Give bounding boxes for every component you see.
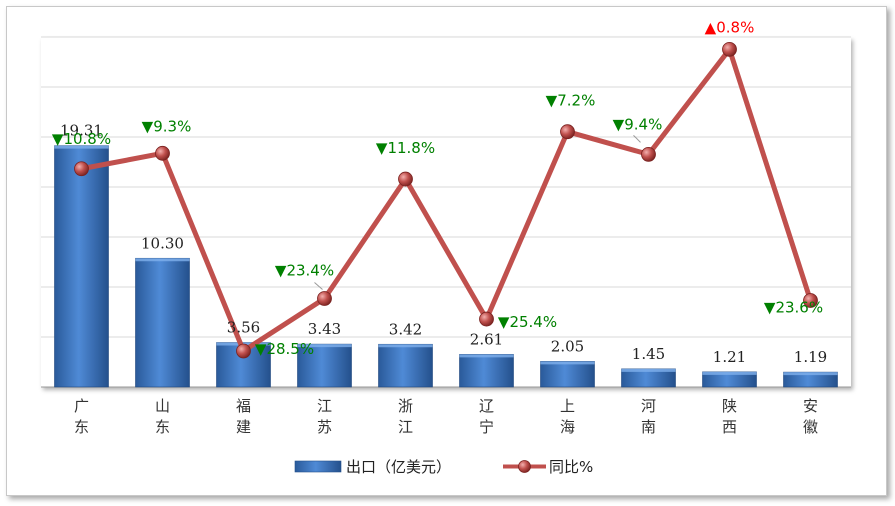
bar-highlight: [135, 258, 190, 262]
line-marker: [641, 146, 656, 162]
category-axis: 广东 山东 福建 江苏 浙江 辽宁 上海 河南 陕西 安徽: [74, 397, 818, 436]
bar-value-label: 1.21: [713, 348, 746, 366]
category-label: 江苏: [317, 397, 332, 436]
bar-value-label: 1.19: [794, 348, 827, 366]
line-marker: [155, 145, 170, 161]
bar: [459, 354, 514, 388]
category-label: 山东: [155, 397, 170, 436]
line-marker: [479, 311, 494, 327]
bar-value-label: 3.56: [227, 319, 260, 337]
legend-bar-swatch: [294, 460, 342, 473]
bar-value-label: 19.31: [60, 122, 103, 140]
yoy-label: ▼28.5%: [255, 340, 314, 358]
line-path: [81, 46, 813, 354]
category-label: 上海: [560, 397, 575, 436]
category-label: 河南: [641, 397, 656, 436]
category-label: 广东: [74, 397, 89, 436]
bar: [54, 145, 109, 388]
data-labels: 19.31 10.30 3.56 3.43 3.42 2.61 2.05 1.45 1.21 1.…: [52, 18, 827, 366]
yoy-label: ▲0.8%: [705, 18, 755, 36]
line-series: [74, 41, 818, 359]
yoy-label: ▼23.6%: [764, 299, 823, 317]
bar-highlight: [540, 361, 595, 365]
bar-highlight: [378, 344, 433, 348]
bar-value-label: 2.61: [470, 330, 503, 348]
line-marker: [803, 293, 818, 308]
category-label: 浙江: [398, 397, 413, 436]
yoy-label: ▼11.8%: [376, 139, 435, 157]
yoy-label: ▼9.4%: [613, 115, 663, 133]
bar-value-label: 10.30: [141, 234, 184, 252]
category-label: 福建: [236, 397, 251, 436]
chart-svg: 19.31 10.30 3.56 3.43 3.42 2.61 2.05 1.45 1.21 1.…: [41, 18, 851, 476]
line-marker: [560, 124, 575, 140]
bar-highlight: [783, 372, 838, 376]
category-label: 安徽: [803, 397, 818, 436]
line-marker: [74, 161, 89, 177]
yoy-label: ▼25.4%: [498, 313, 557, 331]
bar-highlight: [702, 371, 757, 375]
yoy-label: ▼23.4%: [275, 261, 334, 279]
bar-value-label: 1.45: [632, 345, 665, 363]
yoy-label: ▼9.3%: [142, 117, 192, 135]
bar: [378, 343, 433, 388]
category-label: 陕西: [722, 397, 737, 436]
yoy-label: ▼7.2%: [546, 92, 596, 110]
bar-highlight: [297, 344, 352, 348]
bar: [540, 361, 595, 388]
bar-value-label: 2.05: [551, 337, 584, 355]
legend-line-label: 同比%: [549, 458, 593, 476]
yoy-label: ▼10.8%: [52, 130, 111, 148]
line-marker: [722, 41, 737, 57]
legend: 出口（亿美元） 同比%: [294, 458, 593, 476]
leader-line: [314, 282, 323, 290]
leader-line: [633, 134, 641, 143]
bar-highlight: [621, 368, 676, 372]
legend-bar-label: 出口（亿美元）: [346, 458, 451, 476]
bar-highlight: [459, 354, 514, 358]
bar-series: [54, 145, 838, 388]
legend-line-marker: [518, 460, 531, 473]
line-marker: [236, 343, 251, 359]
category-label: 辽宁: [479, 397, 494, 436]
bar-value-label: 3.43: [308, 320, 341, 338]
bar-highlight: [54, 145, 109, 149]
bar-value-label: 3.42: [389, 320, 422, 338]
line-marker: [317, 291, 332, 306]
chart-frame: 19.31 10.30 3.56 3.43 3.42 2.61 2.05 1.45 1.21 1.…: [6, 6, 887, 496]
bar: [135, 257, 190, 388]
line-marker: [398, 171, 413, 187]
